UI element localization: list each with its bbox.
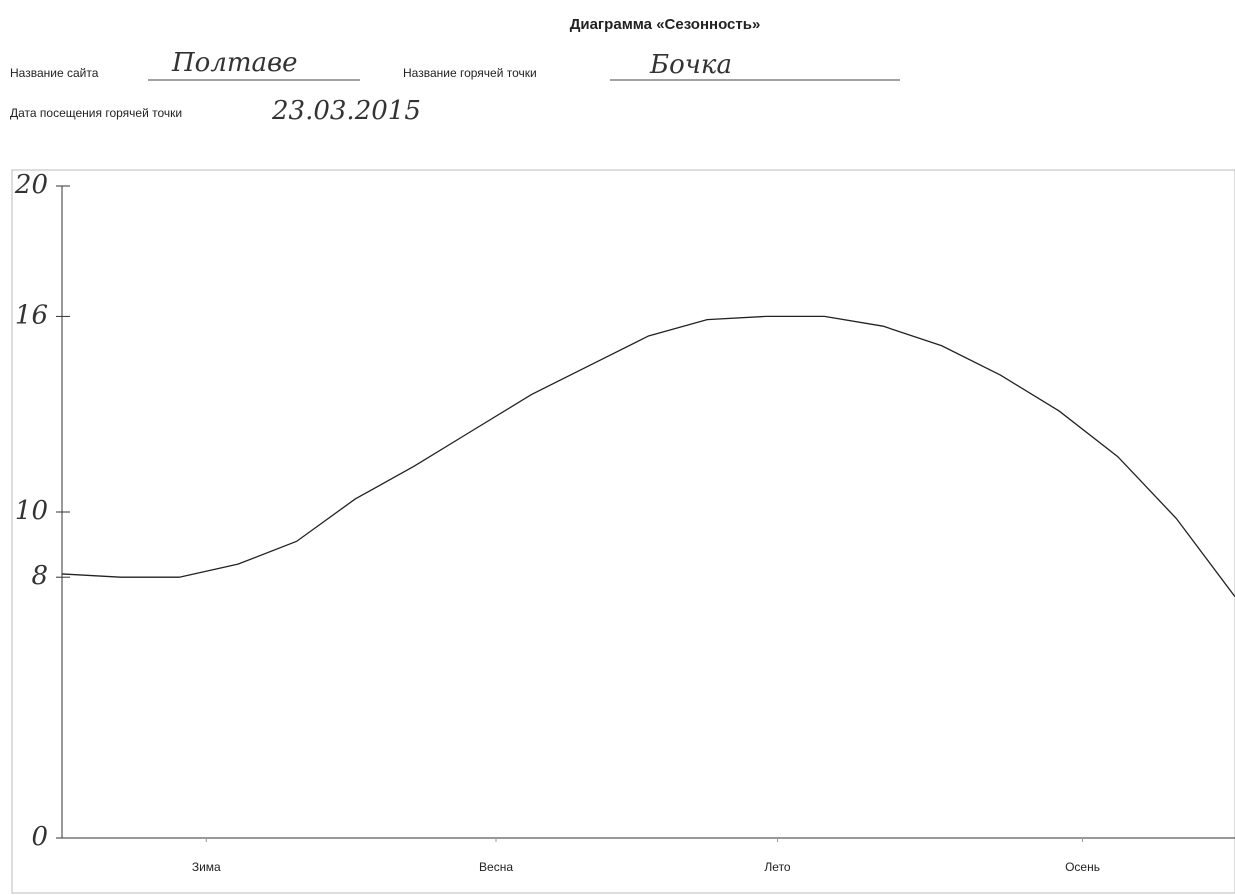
chart-title: Диаграмма «Сезонность» [570, 16, 761, 33]
spot-value: Бочка [649, 50, 732, 80]
spot-label: Название горячей точки [403, 66, 537, 80]
x-tick-label: Лето [764, 860, 791, 874]
y-tick-label: 20 [14, 170, 48, 200]
date-value: 23.03.2015 [271, 96, 421, 126]
y-tick-label: 8 [31, 561, 48, 591]
y-tick-label: 16 [15, 300, 48, 330]
line [61, 315, 1235, 598]
x-tick-label: Зима [192, 860, 221, 874]
y-tick-label: 0 [31, 822, 48, 852]
site-value: Полтаве [171, 48, 298, 78]
y-tick-label: 10 [15, 496, 48, 526]
date-label: Дата посещения горячей точки [10, 106, 182, 120]
chart-frame [11, 169, 1235, 894]
x-tick-label: Осень [1065, 860, 1100, 874]
site-label: Название сайта [10, 66, 99, 80]
x-tick-label: Весна [479, 860, 513, 874]
